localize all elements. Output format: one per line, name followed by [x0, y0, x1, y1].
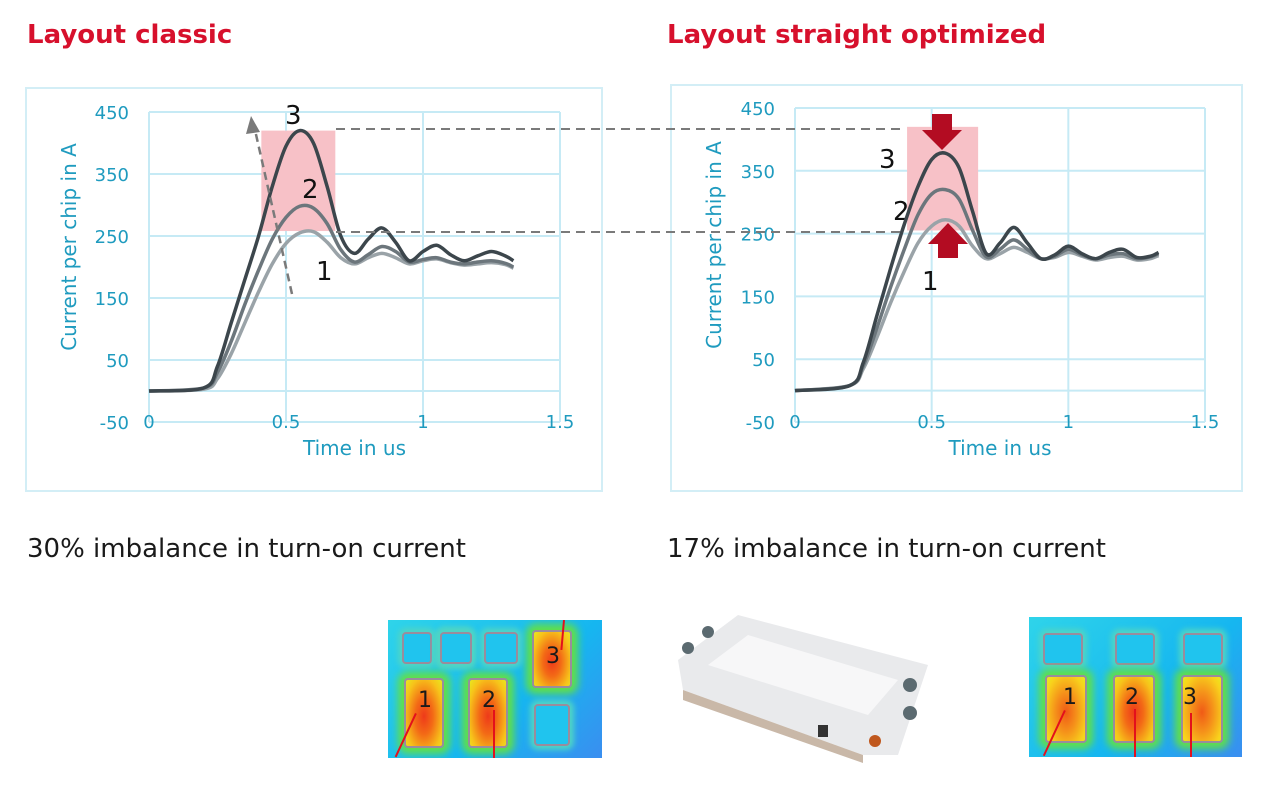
series-2-label: 2 [302, 175, 319, 205]
chip-cell [1043, 633, 1083, 665]
leader-line [493, 710, 495, 758]
chip-label-2: 2 [482, 688, 496, 713]
left-chart: 450 350 250 150 50 -50 0 0.5 1 1.5 Time in us Curre… [57, 101, 574, 460]
chip-label-3: 3 [546, 644, 560, 669]
arrow-down-icon [922, 114, 962, 150]
x-tick-label: 1.5 [546, 412, 575, 433]
series-3-line [148, 128, 515, 393]
chip-cell [484, 632, 518, 664]
right-title: Layout straight optimized [667, 20, 1047, 50]
y-axis-label: Current per chip in A [57, 143, 81, 351]
chip-cell-3 [1181, 675, 1223, 743]
trend-arrow-line [253, 129, 294, 295]
y-tick-label: -50 [100, 413, 129, 434]
left-caption: 30% imbalance in turn-on current [27, 534, 466, 564]
left-chart-frame [25, 87, 603, 492]
x-tick-label: 1 [417, 412, 428, 433]
y-tick-label: 50 [752, 350, 775, 371]
right-chart-frame [670, 84, 1243, 492]
y-tick-label: 150 [741, 287, 775, 308]
right-chart: 450 350 250 150 50 -50 0 0.5 1 1.5 Time in us Curre… [702, 99, 1219, 460]
leader-line [1190, 713, 1192, 757]
x-tick-label: 0 [789, 412, 800, 433]
series-1-label: 1 [922, 267, 939, 297]
chip-label-1: 1 [1063, 685, 1077, 710]
trend-arrow-head-icon [246, 116, 260, 134]
chip-cell-2 [468, 678, 508, 748]
series-3-label: 3 [285, 101, 302, 131]
series-1-label: 1 [316, 257, 333, 287]
thermal-image-classic: 1 2 3 [388, 620, 602, 758]
series-3-line [794, 151, 1160, 393]
power-module-photo [678, 615, 928, 763]
series-2-line [794, 187, 1160, 393]
series-1-line [794, 218, 1160, 393]
x-tick-label: 0.5 [272, 412, 301, 433]
y-tick-label: 450 [95, 103, 129, 124]
y-tick-label: 50 [106, 351, 129, 372]
x-axis-label: Time in us [302, 436, 406, 460]
chip-cell-1 [404, 678, 444, 748]
series-2-line [148, 203, 515, 393]
x-axis-label: Time in us [948, 436, 1052, 460]
chip-label-3: 3 [1183, 685, 1197, 710]
y-tick-label: 150 [95, 289, 129, 310]
chip-cell-1 [1045, 675, 1087, 743]
right-caption: 17% imbalance in turn-on current [667, 534, 1106, 564]
left-title: Layout classic [27, 20, 233, 50]
series-1-line [148, 229, 515, 393]
series-3-label: 3 [879, 145, 896, 175]
chip-cell [1183, 633, 1223, 665]
x-tick-label: 1 [1063, 412, 1074, 433]
x-tick-label: 1.5 [1191, 412, 1220, 433]
y-tick-label: 250 [741, 225, 775, 246]
chip-cell [402, 632, 432, 664]
chip-cell [440, 632, 472, 664]
chip-label-2: 2 [1125, 685, 1139, 710]
chip-cell [534, 704, 570, 746]
chip-cell [1115, 633, 1155, 665]
y-tick-label: 250 [95, 227, 129, 248]
y-tick-label: 350 [95, 165, 129, 186]
x-tick-label: 0.5 [917, 412, 946, 433]
y-axis-label: Current per chip in A [702, 141, 726, 349]
y-tick-label: 450 [741, 99, 775, 120]
arrow-up-icon [928, 223, 968, 258]
chip-cell-3 [532, 630, 572, 688]
thermal-image-optimized: 1 2 3 [1029, 617, 1242, 757]
chip-label-1: 1 [418, 688, 432, 713]
y-tick-label: 350 [741, 162, 775, 183]
leader-line [1134, 709, 1136, 757]
x-tick-label: 0 [143, 412, 154, 433]
y-tick-label: -50 [746, 413, 775, 434]
